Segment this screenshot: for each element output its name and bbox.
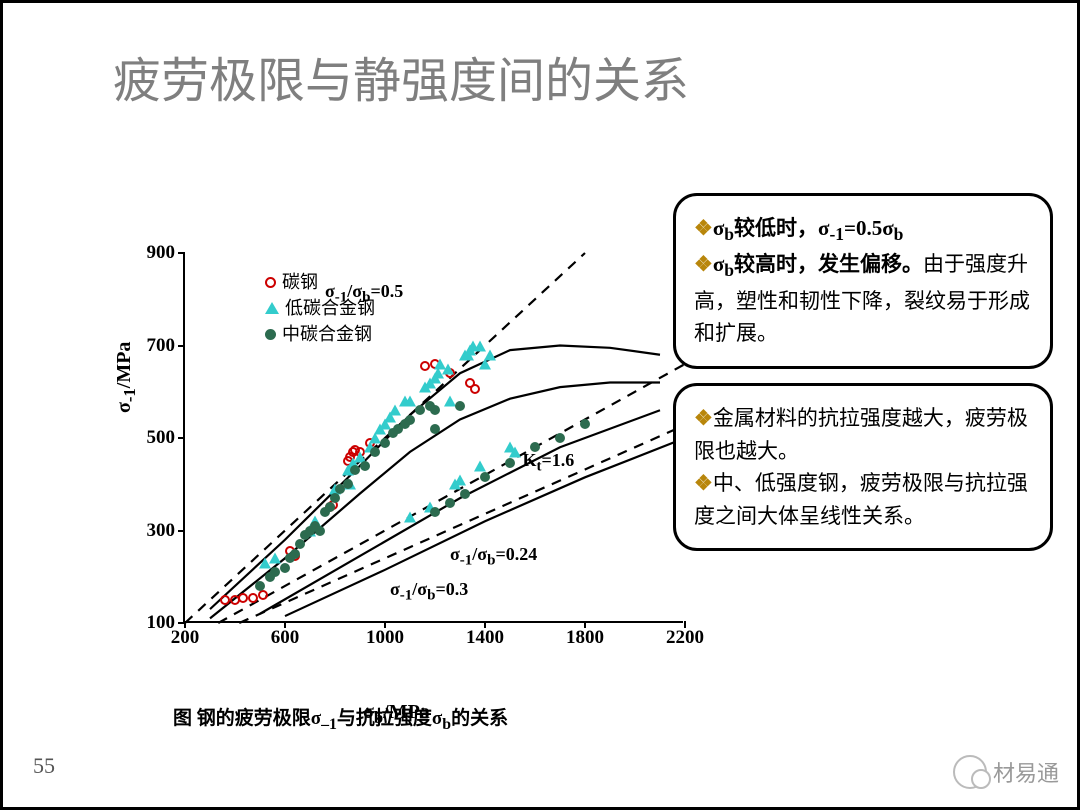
y-tick: 300 [125, 520, 175, 542]
chart-container: σ-1/MPa 碳钢低碳合金钢中碳合金钢 1003005007009002006… [123, 253, 683, 673]
data-point [474, 460, 486, 471]
data-point [360, 461, 370, 471]
x-tick: 1000 [355, 627, 415, 649]
callout-line: ❖金属材料的抗拉强度越大，疲劳极限也越大。 [694, 402, 1032, 467]
data-point [470, 384, 480, 394]
data-point [405, 415, 415, 425]
data-point [454, 474, 466, 485]
data-point [455, 401, 465, 411]
data-point [480, 472, 490, 482]
page-number: 55 [33, 753, 55, 779]
data-point [415, 405, 425, 415]
data-point [460, 489, 470, 499]
data-point [325, 502, 335, 512]
page-title: 疲劳极限与静强度间的关系 [113, 41, 689, 111]
chart-caption: 图 钢的疲劳极限σ–1与抗拉强度σb的关系 [173, 703, 508, 734]
callout-line: ❖中、低强度钢，疲劳极限与抗拉强度之间大体呈线性关系。 [694, 467, 1032, 532]
data-point [509, 446, 521, 457]
kt-label: Kt=1.6 [523, 450, 575, 476]
x-tick: 2200 [655, 627, 715, 649]
callout-box: ❖金属材料的抗拉强度越大，疲劳极限也越大。❖中、低强度钢，疲劳极限与抗拉强度之间… [673, 383, 1053, 551]
legend-item: 中碳合金钢 [265, 321, 375, 347]
data-point [255, 581, 265, 591]
data-point [420, 361, 430, 371]
x-tick: 600 [255, 627, 315, 649]
data-point [404, 396, 416, 407]
x-tick: 1800 [555, 627, 615, 649]
callout-line: ❖σb较低时，σ-1=0.5σb [694, 212, 1032, 248]
callout-box: ❖σb较低时，σ-1=0.5σb❖σb较高时，发生偏移。由于强度升高，塑性和韧性… [673, 193, 1053, 369]
x-tick: 200 [155, 627, 215, 649]
line-label: σ-1/σb=0.5 [325, 281, 403, 307]
data-point [269, 553, 281, 564]
data-point [430, 424, 440, 434]
watermark: 材易通 [953, 755, 1059, 789]
data-point [430, 405, 440, 415]
plot-area: 碳钢低碳合金钢中碳合金钢 100300500700900200600100014… [183, 253, 683, 623]
y-tick: 500 [125, 427, 175, 449]
data-point [220, 595, 230, 605]
data-point [350, 465, 360, 475]
data-point [380, 438, 390, 448]
data-point [315, 526, 325, 536]
data-point [580, 419, 590, 429]
data-point [238, 593, 248, 603]
data-point [555, 433, 565, 443]
line-label: σ-1/σb=0.24 [450, 544, 537, 570]
data-point [484, 349, 496, 360]
wechat-icon [953, 755, 987, 789]
x-tick: 1400 [455, 627, 515, 649]
data-point [370, 447, 380, 457]
data-point [445, 498, 455, 508]
data-point [404, 511, 416, 522]
y-tick: 700 [125, 335, 175, 357]
y-tick: 900 [125, 242, 175, 264]
line-label: σ-1/σb=0.3 [390, 579, 468, 605]
data-point [248, 593, 258, 603]
data-point [330, 493, 340, 503]
data-point [280, 563, 290, 573]
callout-line: ❖σb较高时，发生偏移。由于强度升高，塑性和韧性下降，裂纹易于形成和扩展。 [694, 248, 1032, 349]
data-point [442, 363, 454, 374]
data-point [343, 479, 353, 489]
data-point [505, 458, 515, 468]
data-point [295, 539, 305, 549]
data-point [258, 590, 268, 600]
data-point [270, 567, 280, 577]
data-point [430, 507, 440, 517]
data-point [290, 549, 300, 559]
